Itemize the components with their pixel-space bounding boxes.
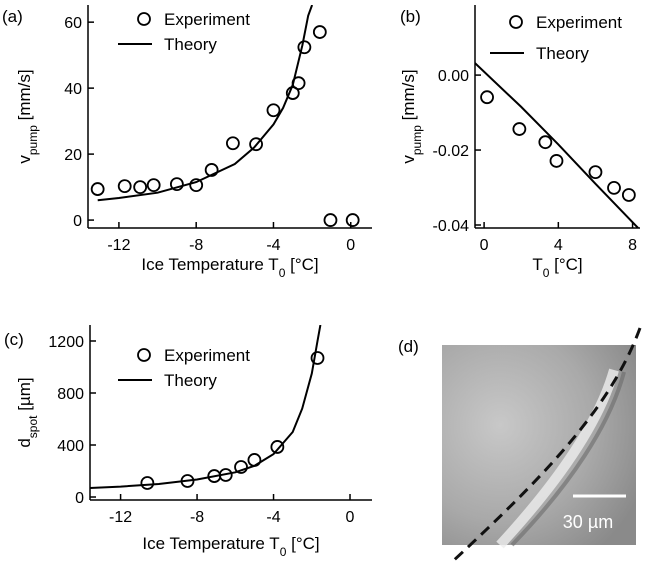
x-tick-label: 0: [346, 509, 355, 526]
micrograph: [442, 345, 636, 545]
theory-line: [97, 5, 314, 202]
plot-area: [475, 62, 639, 228]
data-point: [480, 90, 494, 105]
y-axis-label-part: spot: [26, 415, 40, 438]
data-point: [621, 188, 636, 202]
legend-marker: [137, 348, 151, 362]
plot-area: [90, 325, 325, 490]
data-point: [225, 136, 240, 151]
x-tick-label: 4: [554, 237, 563, 254]
data-point: [538, 135, 553, 150]
x-axis-label-part: T: [532, 255, 542, 274]
y-axis-label-part: v: [15, 155, 34, 164]
scale-bar-label: 30 µm: [563, 512, 613, 532]
x-tick-label: -12: [107, 237, 130, 254]
y-tick-label: 400: [57, 438, 84, 455]
x-axis-label-part: 0: [280, 545, 287, 559]
data-point: [249, 137, 263, 152]
x-tick-label: -4: [266, 509, 280, 526]
x-axis-label-part: 0: [543, 266, 550, 280]
x-axis-label-part: 0: [279, 266, 286, 280]
chart-panel: (b)0.00-0.02-0.040 4 8T0 [°C]vpump [mm/s]E…: [399, 5, 640, 280]
legend-marker: [509, 15, 523, 29]
data-point: [297, 40, 312, 55]
y-tick-label: 60: [64, 15, 82, 32]
data-point: [169, 177, 184, 192]
image-panel: (d) 30 µm: [398, 327, 642, 564]
x-tick-label: 8: [628, 237, 637, 254]
panel-label: (d): [398, 337, 419, 356]
particle-edge: [496, 368, 619, 549]
theory-line: [475, 62, 639, 228]
data-point: [266, 103, 281, 118]
data-point: [588, 165, 603, 180]
y-axis-label: vpump [mm/s]: [399, 69, 424, 163]
x-tick-label: -8: [190, 509, 204, 526]
y-tick-label: 0: [75, 490, 84, 507]
y-tick-label: 800: [57, 386, 84, 403]
data-point: [140, 476, 155, 490]
y-axis-label-part: [mm/s]: [399, 69, 418, 125]
panel-label: (a): [2, 7, 23, 26]
particle-shadow: [510, 371, 626, 547]
y-tick-label: 0: [73, 213, 82, 230]
data-point: [90, 182, 105, 196]
data-point: [310, 351, 325, 365]
data-point: [234, 460, 248, 474]
legend-label: Theory: [536, 44, 589, 63]
y-tick-label: 40: [64, 81, 82, 98]
x-axis-label-part: Ice Temperature T: [142, 534, 279, 553]
x-tick-label: 0: [346, 237, 355, 254]
legend-label: Experiment: [164, 10, 250, 29]
legend-label: Experiment: [536, 13, 622, 32]
x-axis-label-part: Ice Temperature T: [141, 255, 278, 274]
x-tick-label: -8: [189, 237, 203, 254]
data-point: [189, 178, 204, 193]
legend-marker: [137, 12, 151, 26]
y-tick-label: -0.02: [433, 143, 470, 160]
legend-label: Theory: [164, 35, 217, 54]
x-axis-label: Ice Temperature T0 [°C]: [142, 534, 319, 559]
y-tick-label: 20: [64, 147, 82, 164]
y-axis-label-part: v: [399, 155, 418, 164]
y-axis-label-part: d: [15, 438, 34, 447]
x-tick-label: -4: [266, 237, 280, 254]
panel-label: (c): [4, 330, 24, 349]
legend-label: Experiment: [164, 346, 250, 365]
y-axis-label-part: pump: [26, 125, 40, 155]
y-tick-label: -0.04: [433, 218, 470, 235]
x-axis-label-part: [°C]: [285, 255, 318, 274]
plot-area: [90, 5, 360, 227]
x-axis-label: Ice Temperature T0 [°C]: [141, 255, 318, 280]
y-axis-label-part: pump: [410, 125, 424, 155]
y-axis-label: dspot [µm]: [15, 377, 40, 447]
dashed-guide: [450, 327, 642, 564]
theory-line: [90, 325, 322, 489]
data-point: [323, 213, 338, 227]
x-axis-label-part: [°C]: [549, 255, 582, 274]
data-point: [512, 122, 527, 136]
data-point: [133, 180, 148, 194]
y-axis-label-part: [µm]: [15, 377, 34, 415]
data-point: [607, 180, 621, 195]
data-point: [549, 154, 564, 168]
data-point: [270, 440, 285, 454]
data-point: [312, 25, 327, 39]
y-tick-label: 1200: [48, 334, 84, 351]
data-point: [146, 178, 161, 193]
x-tick-label: -12: [109, 509, 132, 526]
x-axis-label: T0 [°C]: [532, 255, 582, 280]
y-axis-label: vpump [mm/s]: [15, 69, 40, 163]
panel-label: (b): [400, 7, 421, 26]
legend-label: Theory: [164, 371, 217, 390]
y-tick-label: 0.00: [438, 68, 469, 85]
y-axis-label-part: [mm/s]: [15, 69, 34, 125]
x-axis-label-part: [°C]: [286, 534, 319, 553]
data-point: [117, 179, 132, 194]
x-tick-label: 0: [480, 237, 489, 254]
data-point: [345, 213, 360, 227]
